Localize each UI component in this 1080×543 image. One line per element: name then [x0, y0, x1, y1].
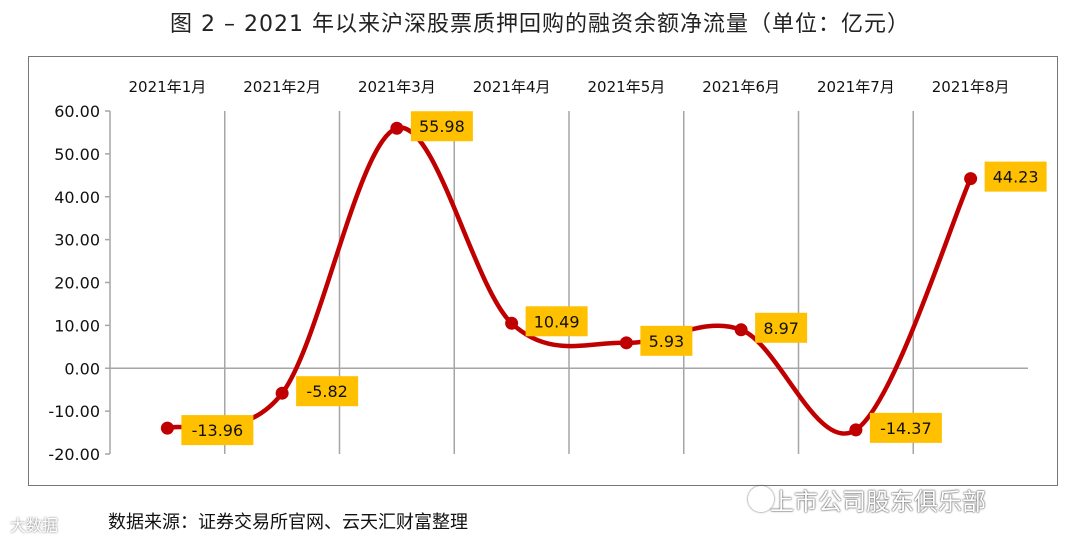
data-label-box [296, 376, 359, 407]
data-point-marker [734, 323, 748, 337]
data-label-text: -14.37 [880, 419, 932, 438]
data-label: 10.49 [525, 306, 588, 337]
data-label-text: 55.98 [419, 117, 465, 136]
watermark-left: 大数据 [10, 516, 59, 535]
data-label: -5.82 [296, 376, 359, 407]
x-category-label: 2021年3月 [358, 78, 436, 96]
y-tick-label: 30.00 [54, 231, 100, 250]
data-point-marker [505, 316, 519, 330]
data-point-marker [390, 121, 404, 135]
data-label-text: 10.49 [534, 312, 580, 331]
y-tick-label: 50.00 [54, 145, 100, 164]
y-tick-label: 20.00 [54, 274, 100, 293]
data-label-box [640, 325, 693, 356]
y-tick-label: 40.00 [54, 188, 100, 207]
x-category-label: 2021年2月 [243, 78, 321, 96]
data-label: -14.37 [869, 412, 942, 443]
data-label: 55.98 [410, 111, 473, 142]
x-category-label: 2021年1月 [129, 78, 207, 96]
data-label: 8.97 [755, 312, 808, 343]
data-label: 44.23 [984, 161, 1047, 192]
data-point-marker [619, 336, 633, 350]
wechat-logo-icon [748, 486, 774, 512]
data-label: -13.96 [181, 415, 254, 446]
data-label-text: 44.23 [993, 168, 1039, 187]
data-point-marker [964, 172, 978, 186]
data-point-marker [849, 423, 863, 437]
data-label-text: 8.97 [763, 319, 799, 338]
data-label-box [181, 415, 254, 446]
chart-frame [28, 56, 1058, 486]
data-label-text: -5.82 [306, 382, 347, 401]
x-category-label: 2021年5月 [588, 78, 666, 96]
watermark-right: 上市公司股东俱乐部 [770, 488, 986, 516]
data-label-box [410, 111, 473, 142]
data-label-text: 5.93 [649, 332, 685, 351]
data-label-text: -13.96 [192, 421, 244, 440]
x-category-label: 2021年6月 [702, 78, 780, 96]
data-source-note: 数据来源：证券交易所官网、云天汇财富整理 [108, 512, 468, 533]
data-label-box [755, 312, 808, 343]
y-tick-label: 0.00 [64, 359, 100, 378]
y-tick-label: -10.00 [48, 402, 100, 421]
x-category-label: 2021年4月 [473, 78, 551, 96]
data-label: 5.93 [640, 325, 693, 356]
data-point-marker [275, 386, 289, 400]
y-tick-label: 60.00 [54, 102, 100, 121]
data-label-box [525, 306, 588, 337]
y-tick-label: -20.00 [48, 445, 100, 464]
y-tick-label: 10.00 [54, 316, 100, 335]
x-category-label: 2021年7月 [817, 78, 895, 96]
x-category-label: 2021年8月 [932, 78, 1010, 96]
data-point-marker [160, 421, 174, 435]
chart-title: 图 2 – 2021 年以来沪深股票质押回购的融资余额净流量（单位：亿元） [170, 12, 910, 37]
data-label-box [984, 161, 1047, 192]
data-label-box [869, 412, 942, 443]
